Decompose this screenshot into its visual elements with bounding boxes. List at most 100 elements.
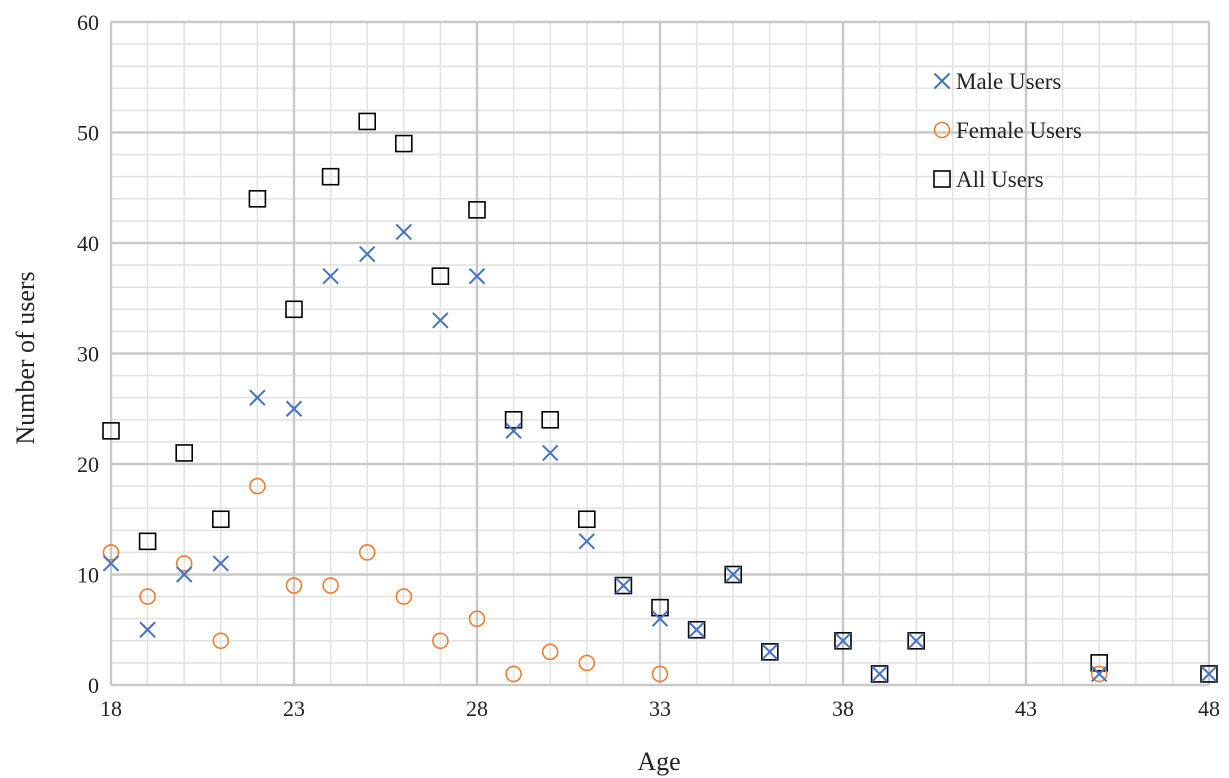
legend-marker-female-users <box>933 121 951 139</box>
female-users-point <box>395 588 413 605</box>
legend: Male Users Female Users All Users <box>933 69 1082 192</box>
male-users-point <box>1090 665 1108 683</box>
x-tick-label: 43 <box>1015 696 1037 721</box>
all-users-point <box>614 576 633 595</box>
all-users-point <box>468 201 486 219</box>
female-users-point <box>249 477 266 495</box>
x-tick-label: 28 <box>466 696 488 721</box>
female-users-point <box>505 665 522 683</box>
male-users-point <box>578 533 596 550</box>
y-tick-label: 20 <box>77 452 99 477</box>
x-tick-label: 38 <box>832 696 854 721</box>
all-users-point <box>321 167 340 186</box>
y-tick-label: 60 <box>77 10 99 35</box>
marker-stroke <box>468 267 486 285</box>
male-users-point <box>651 610 669 627</box>
marker-stroke <box>249 389 266 406</box>
legend-label-male-users: Male Users <box>956 69 1061 94</box>
all-users-point <box>1200 665 1218 683</box>
marker-stroke <box>1090 665 1108 683</box>
marker-stroke <box>871 665 888 683</box>
male-users-point <box>285 400 303 417</box>
female-users-point <box>139 588 156 605</box>
x-tick-label: 18 <box>100 696 122 721</box>
marker-stroke <box>834 632 852 650</box>
axes: 18 23 28 33 38 43 48 0 10 20 30 40 50 60 <box>77 10 1220 721</box>
male-users-point <box>834 632 852 650</box>
male-users-point <box>505 422 522 440</box>
legend-marker-male-users <box>933 72 951 90</box>
all-users-point <box>724 565 743 584</box>
marker-stroke <box>102 555 120 572</box>
marker-stroke <box>358 245 376 263</box>
male-users-point <box>358 245 376 263</box>
marker-stroke <box>395 223 413 241</box>
legend-label-female-users: Female Users <box>956 118 1082 143</box>
female-users-point <box>285 577 303 594</box>
all-users-point <box>651 598 669 617</box>
grid <box>109 20 1211 687</box>
female-users-point <box>175 555 193 572</box>
y-tick-label: 30 <box>77 342 99 367</box>
marker-stroke <box>761 643 779 661</box>
y-tick-label: 50 <box>77 121 99 146</box>
male-users-point <box>395 223 413 241</box>
x-axis-title: Age <box>637 747 680 776</box>
x-tick-label: 48 <box>1198 696 1220 721</box>
legend-entry-female-users: Female Users <box>933 118 1082 143</box>
marker-stroke <box>907 632 925 650</box>
all-users-point <box>870 665 889 683</box>
male-users-point <box>615 577 632 594</box>
male-users-point <box>541 444 559 462</box>
y-axis-title: Number of users <box>11 271 40 444</box>
all-users-point <box>760 643 779 661</box>
marker-stroke <box>933 72 951 90</box>
all-users-point <box>907 631 926 650</box>
all-users-point <box>577 510 596 529</box>
marker-stroke <box>212 555 230 572</box>
all-users-point <box>285 300 303 319</box>
male-users-point <box>724 566 742 583</box>
female-users-point <box>212 632 230 650</box>
x-tick-label: 23 <box>283 696 305 721</box>
male-users-point <box>249 389 266 406</box>
male-users-point <box>139 621 156 638</box>
all-users-point <box>138 532 157 551</box>
female-users-point <box>358 544 376 561</box>
female-users-point <box>432 632 449 650</box>
all-users-point <box>102 422 120 440</box>
all-users-point <box>834 631 852 650</box>
marker-stroke <box>651 610 669 627</box>
male-users-point <box>688 621 705 638</box>
marker-stroke <box>724 566 742 583</box>
marker-stroke <box>322 267 339 285</box>
all-users-point <box>504 410 523 429</box>
y-tick-label: 0 <box>88 673 99 698</box>
legend-entry-all-users: All Users <box>933 167 1044 192</box>
marker-stroke <box>139 621 156 638</box>
male-users-point <box>907 632 925 650</box>
marker-stroke <box>175 566 193 583</box>
marker-stroke <box>505 422 522 440</box>
all-users-point <box>248 190 267 208</box>
y-tick-label: 10 <box>77 563 99 588</box>
male-users-point <box>102 555 120 572</box>
marker-stroke <box>615 577 632 594</box>
marker-stroke <box>688 621 705 638</box>
female-users-point <box>578 654 596 672</box>
marker-stroke <box>578 533 596 550</box>
male-users-point <box>761 643 779 661</box>
male-users-point <box>468 267 486 285</box>
male-users-point <box>432 312 449 329</box>
all-users-point <box>212 510 230 529</box>
all-users-point <box>541 410 560 429</box>
all-users-point <box>431 267 450 285</box>
all-users-point <box>1090 654 1108 672</box>
legend-marker-all-users <box>933 170 951 188</box>
female-users-point <box>1090 665 1108 683</box>
male-users-point <box>1200 665 1218 683</box>
legend-entry-male-users: Male Users <box>933 69 1061 94</box>
all-users-point <box>394 134 413 153</box>
